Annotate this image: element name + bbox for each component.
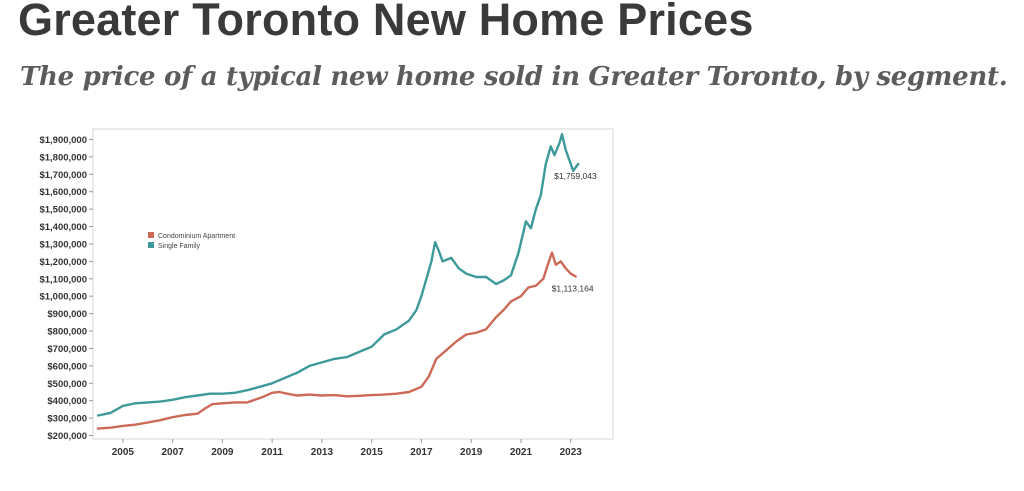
y-tick-label: $1,100,000 xyxy=(39,274,87,285)
page-title: Greater Toronto New Home Prices xyxy=(18,0,754,45)
x-tick-label: 2013 xyxy=(311,447,334,458)
y-tick-label: $400,000 xyxy=(47,396,87,407)
series-line-single-family xyxy=(96,133,580,417)
y-tick-label: $800,000 xyxy=(47,327,87,338)
y-tick-label: $600,000 xyxy=(47,361,87,372)
x-tick-label: 2021 xyxy=(510,447,533,458)
y-tick-label: $1,500,000 xyxy=(39,205,87,216)
x-tick-label: 2015 xyxy=(361,447,384,458)
y-tick-label: $1,600,000 xyxy=(39,187,87,198)
y-tick-label: $1,000,000 xyxy=(39,292,87,303)
x-tick-label: 2005 xyxy=(112,447,135,458)
x-tick-label: 2019 xyxy=(460,447,483,458)
x-tick-label: 2009 xyxy=(211,447,234,458)
legend-swatch xyxy=(148,242,154,248)
x-tick-label: 2011 xyxy=(261,447,283,458)
legend-label: Single Family xyxy=(158,243,201,250)
x-tick-label: 2007 xyxy=(161,447,184,458)
y-tick-label: $1,200,000 xyxy=(39,257,87,268)
x-tick-label: 2023 xyxy=(560,447,583,458)
end-value-label: $1,759,043 xyxy=(554,171,597,181)
end-value-label: $1,113,164 xyxy=(552,283,594,293)
y-tick-label: $500,000 xyxy=(47,379,87,390)
legend-label: Condominium Apartment xyxy=(158,233,235,240)
y-tick-label: $300,000 xyxy=(47,414,87,425)
legend-swatch xyxy=(148,232,154,238)
page-subtitle: The price of a typical new home sold in … xyxy=(20,62,1008,92)
y-tick-label: $700,000 xyxy=(47,344,87,355)
y-tick-label: $1,300,000 xyxy=(39,239,87,250)
y-tick-label: $1,700,000 xyxy=(39,170,87,181)
x-tick-label: 2017 xyxy=(410,447,433,458)
y-tick-label: $900,000 xyxy=(47,309,87,320)
y-tick-label: $1,900,000 xyxy=(39,135,87,146)
plot-frame xyxy=(92,128,614,440)
y-tick-label: $200,000 xyxy=(47,431,87,442)
y-tick-label: $1,400,000 xyxy=(39,222,87,233)
y-tick-label: $1,800,000 xyxy=(39,152,87,163)
